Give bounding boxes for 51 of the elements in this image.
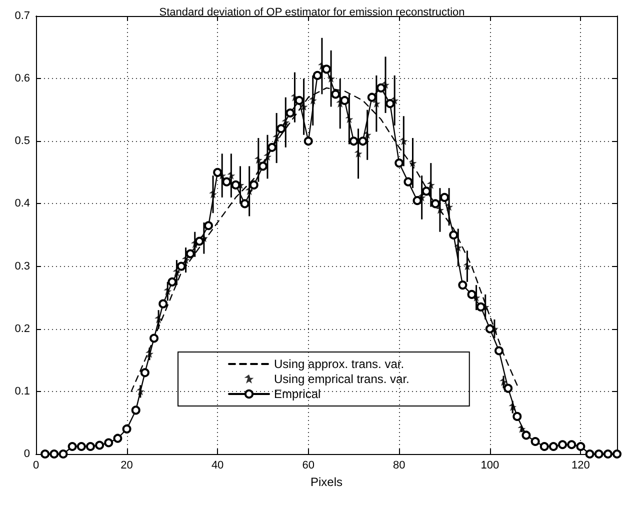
point: [209, 190, 218, 198]
point: [182, 256, 190, 264]
point: [245, 187, 254, 196]
x-tick-label: 20: [120, 460, 133, 472]
point: [272, 134, 281, 142]
point: [327, 74, 336, 83]
y-tick-label: 0.2: [14, 322, 30, 335]
point: [454, 244, 462, 252]
x-tick-label: 120: [572, 460, 590, 472]
point: [500, 378, 508, 386]
point: [164, 287, 172, 296]
point: [345, 115, 354, 124]
point: [400, 137, 408, 146]
y-tick-label: 0.5: [14, 135, 30, 148]
point: [445, 202, 454, 211]
legend-label: Using emprical trans. var.: [274, 372, 410, 386]
x-tick-label: 100: [480, 460, 500, 472]
point: [308, 96, 317, 104]
point: [282, 118, 290, 126]
point: [145, 350, 154, 358]
point: [268, 142, 277, 152]
legend-label: Using approx. trans. var.: [274, 357, 404, 371]
x-tick-label: 0: [32, 460, 40, 472]
point: [426, 180, 435, 189]
y-tick-label: 0.3: [14, 260, 30, 272]
x-tick-label: 40: [211, 460, 224, 472]
point: [300, 102, 308, 111]
point: [408, 159, 417, 168]
point: [363, 130, 372, 139]
y-tick-label: 0: [24, 448, 30, 460]
point: [508, 403, 517, 412]
point: [263, 152, 272, 161]
y-tick-label: 0.4: [14, 198, 30, 210]
y-tick-label: 0.6: [14, 72, 30, 85]
chart-title: Standard deviation of OP estimator for emission reconstruction: [159, 6, 465, 18]
point: [436, 206, 444, 214]
point: [372, 100, 380, 108]
legend-label: Emprical: [274, 387, 321, 401]
x-axis-title: Pixels: [310, 474, 343, 489]
x-tick-label: 60: [302, 460, 314, 472]
point: [518, 424, 526, 433]
point: [254, 156, 262, 164]
point: [430, 199, 440, 208]
point: [172, 268, 181, 277]
point: [463, 262, 472, 270]
point: [136, 387, 144, 396]
point: [227, 172, 236, 180]
y-tick-label: 0.1: [14, 385, 30, 398]
x-tick-label: 80: [393, 460, 406, 472]
y-tick-label: 0.7: [14, 10, 30, 22]
point: [354, 150, 362, 158]
